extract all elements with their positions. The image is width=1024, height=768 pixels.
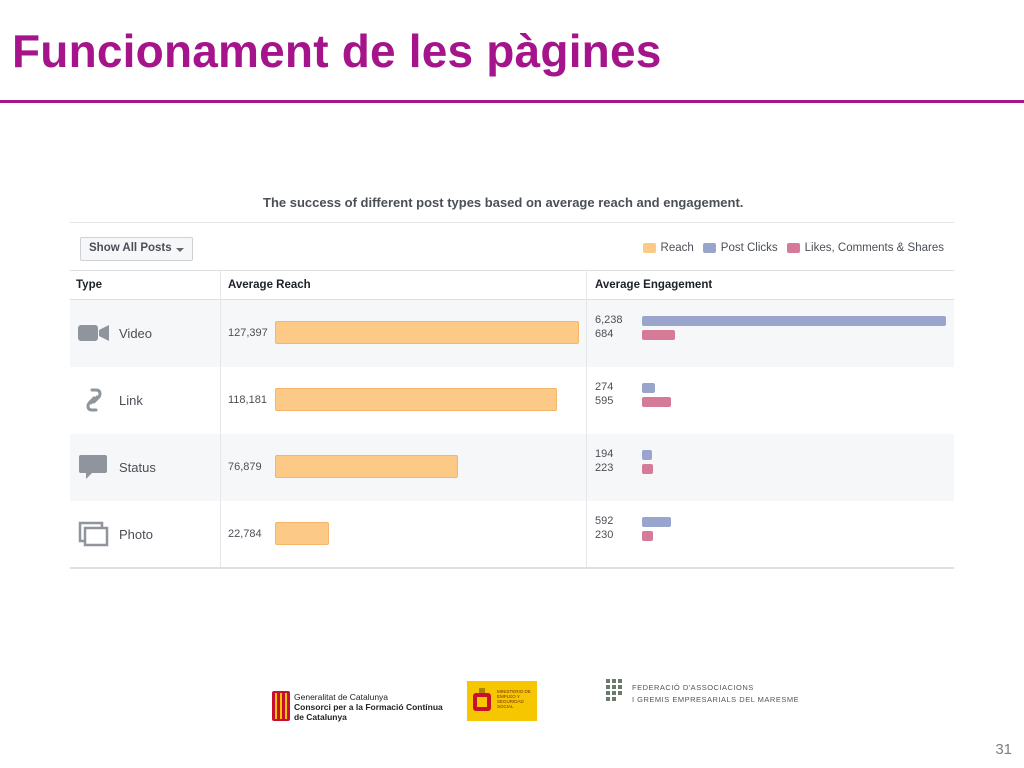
table-row: Link 118,181 274 595 xyxy=(70,367,954,434)
chart-title: The success of different post types base… xyxy=(263,195,744,210)
dropdown-label: Show All Posts xyxy=(89,242,172,254)
post-clicks-bar xyxy=(642,316,946,326)
table-bottom-border xyxy=(70,567,954,569)
post-type-label: Link xyxy=(119,393,143,408)
post-type-label: Video xyxy=(119,326,153,341)
post-clicks-value-label: 194 xyxy=(595,448,614,460)
coat-of-arms-icon xyxy=(473,688,491,711)
ministerio-text: MINISTERIO DE EMPLEO Y SEGURIDAD SOCIAL xyxy=(497,689,531,709)
federacio-text: FEDERACIÓ D'ASSOCIACIONS xyxy=(632,683,754,692)
legend-label: Likes, Comments & Shares xyxy=(804,242,944,254)
reach-value-label: 118,181 xyxy=(228,394,267,406)
reach-value-label: 76,879 xyxy=(228,461,262,473)
likes-value-label: 223 xyxy=(595,462,614,474)
legend-swatch-reach xyxy=(642,243,656,253)
reach-bar xyxy=(275,455,459,478)
post-type-label: Photo xyxy=(119,527,153,542)
speech-bubble-icon xyxy=(78,454,110,480)
reach-value-label: 22,784 xyxy=(228,528,262,540)
link-icon xyxy=(78,387,110,413)
table-row: Photo 22,784 592 230 xyxy=(70,501,954,568)
title-divider xyxy=(0,100,1024,103)
post-clicks-value-label: 592 xyxy=(595,515,614,527)
likes-value-label: 684 xyxy=(595,328,614,340)
legend-item-likes: Likes, Comments & Shares xyxy=(786,242,944,254)
post-clicks-value-label: 6,238 xyxy=(595,314,623,326)
reach-bar xyxy=(275,388,557,411)
catalan-flag-shield-icon xyxy=(272,691,290,721)
consorci-text: Consorci per a la Formació Contínua xyxy=(294,702,443,712)
legend-swatch-post-clicks xyxy=(702,243,716,253)
federacio-logo: FEDERACIÓ D'ASSOCIACIONS I GREMIS EMPRES… xyxy=(606,679,799,709)
show-all-posts-dropdown[interactable]: Show All Posts xyxy=(80,237,193,261)
table-header: Type Average Reach Average Engagement xyxy=(70,270,954,300)
post-type-label: Status xyxy=(119,460,156,475)
column-divider xyxy=(586,270,587,568)
slide-title: Funcionament de les pàgines xyxy=(12,25,662,77)
likes-bar xyxy=(642,464,653,474)
post-clicks-bar xyxy=(642,383,656,393)
column-header-average-engagement[interactable]: Average Engagement xyxy=(595,279,713,291)
likes-bar xyxy=(642,397,671,407)
table-row: Status 76,879 194 223 xyxy=(70,434,954,501)
ministerio-logo: MINISTERIO DE EMPLEO Y SEGURIDAD SOCIAL xyxy=(467,681,567,721)
ministerio-yellow-block xyxy=(467,681,537,721)
insights-panel: Show All Posts Reach Post Clicks Likes, … xyxy=(70,222,954,570)
reach-value-label: 127,397 xyxy=(228,327,268,339)
reach-bar xyxy=(275,321,579,344)
legend-item-reach: Reach xyxy=(642,242,694,254)
page-number: 31 xyxy=(995,741,1012,758)
legend-swatch-likes xyxy=(786,243,800,253)
post-clicks-bar xyxy=(642,517,671,527)
column-header-type[interactable]: Type xyxy=(76,279,102,291)
generalitat-text: Generalitat de Catalunya xyxy=(294,692,389,702)
column-divider xyxy=(220,270,221,568)
photo-icon xyxy=(78,521,110,547)
legend-label: Reach xyxy=(660,242,694,254)
likes-bar xyxy=(642,330,676,340)
panel-toolbar: Show All Posts Reach Post Clicks Likes, … xyxy=(70,222,954,270)
legend-item-post-clicks: Post Clicks xyxy=(702,242,778,254)
chart-legend: Reach Post Clicks Likes, Comments & Shar… xyxy=(634,242,944,254)
post-clicks-value-label: 274 xyxy=(595,381,614,393)
video-camera-icon xyxy=(78,320,110,346)
column-header-average-reach[interactable]: Average Reach xyxy=(228,279,311,291)
consorci-text-2: de Catalunya xyxy=(294,712,347,722)
legend-label: Post Clicks xyxy=(720,242,778,254)
generalitat-logo: Generalitat de Catalunya Consorci per a … xyxy=(272,691,443,723)
likes-value-label: 230 xyxy=(595,529,614,541)
chevron-down-icon xyxy=(176,248,184,252)
table-row: Video 127,397 6,238 684 xyxy=(70,300,954,367)
dot-grid-icon xyxy=(606,679,622,701)
likes-value-label: 595 xyxy=(595,395,614,407)
likes-bar xyxy=(642,531,654,541)
post-clicks-bar xyxy=(642,450,652,460)
federacio-text-2: I GREMIS EMPRESARIALS DEL MARESME xyxy=(632,695,800,704)
reach-bar xyxy=(275,522,330,545)
